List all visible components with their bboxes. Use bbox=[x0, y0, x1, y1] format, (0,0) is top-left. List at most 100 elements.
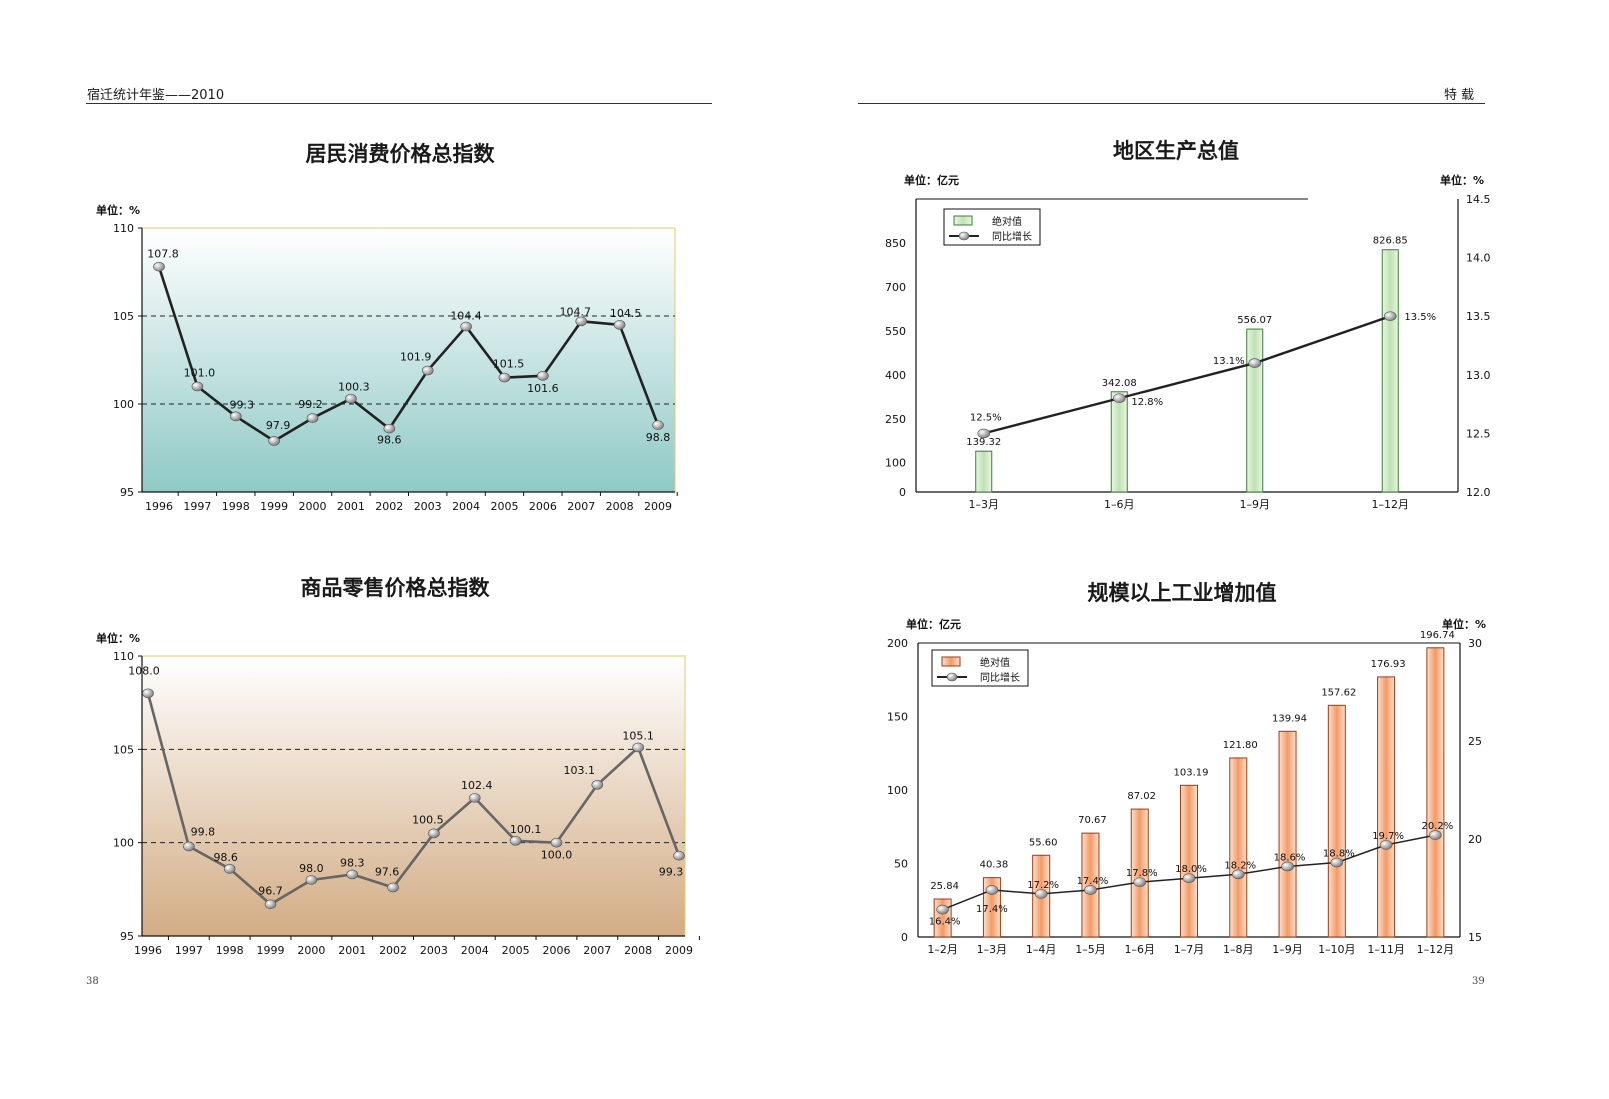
x-tick-label: 2004 bbox=[452, 500, 480, 513]
growth-point bbox=[1231, 869, 1245, 880]
legend-bar-label: 绝对值 bbox=[992, 215, 1022, 228]
x-tick-label: 1999 bbox=[257, 944, 285, 957]
data-point bbox=[428, 828, 440, 839]
industry-bar-line-chart: 单位：亿元 单位：% 0 50 100 150 200 15 20 25 30 1–2月 1–3月 1–4… bbox=[887, 617, 1486, 956]
left-y-tick-label: 550 bbox=[885, 325, 906, 338]
bar bbox=[1377, 676, 1396, 938]
x-tick-label: 2005 bbox=[502, 944, 530, 957]
left-y-tick-label: 0 bbox=[899, 486, 906, 499]
data-label: 104.7 bbox=[559, 305, 591, 318]
growth-point bbox=[1248, 358, 1262, 368]
bar-value-label: 176.93 bbox=[1371, 659, 1406, 670]
y-unit-label: 单位：% bbox=[96, 203, 140, 217]
page-number-right: 39 bbox=[1472, 976, 1485, 987]
plot-area bbox=[141, 655, 686, 937]
header-left: 宿迁统计年鉴——2010 bbox=[87, 88, 225, 103]
x-tick-label: 1–4月 bbox=[1026, 943, 1057, 956]
bar bbox=[1130, 808, 1149, 938]
growth-point bbox=[1429, 830, 1442, 840]
x-tick-label: 2000 bbox=[297, 944, 325, 957]
x-tick-label: 1–10月 bbox=[1318, 943, 1356, 956]
left-y-tick-label: 50 bbox=[894, 858, 908, 871]
bar-value-label: 157.62 bbox=[1321, 687, 1356, 698]
left-unit-label: 单位：亿元 bbox=[906, 617, 961, 631]
bar-value-label: 70.67 bbox=[1078, 815, 1107, 826]
legend-line-label: 同比增长 bbox=[980, 671, 1020, 684]
bar bbox=[975, 450, 993, 493]
y-tick-label: 110 bbox=[113, 222, 134, 235]
x-tick-label: 2008 bbox=[624, 944, 652, 957]
x-tick-label: 1–9月 bbox=[1272, 943, 1303, 956]
growth-label: 17.2% bbox=[1027, 880, 1059, 891]
data-point bbox=[387, 882, 399, 893]
header-right: 特 载 bbox=[1444, 88, 1475, 103]
x-tick-label: 1–11月 bbox=[1367, 943, 1405, 956]
data-point bbox=[550, 837, 563, 848]
legend-bar-swatch bbox=[953, 215, 973, 226]
bar-value-label: 25.84 bbox=[930, 881, 959, 892]
data-label: 101.0 bbox=[184, 366, 216, 379]
x-tick-label: 2007 bbox=[567, 500, 595, 513]
data-point bbox=[191, 381, 204, 392]
y-tick-label: 95 bbox=[120, 930, 134, 943]
x-tick-label: 2007 bbox=[583, 944, 611, 957]
legend-line-label: 同比增长 bbox=[992, 230, 1032, 243]
growth-label: 20.2% bbox=[1421, 821, 1453, 832]
growth-label: 16.4% bbox=[929, 917, 961, 928]
data-point bbox=[652, 420, 664, 430]
data-label: 100.5 bbox=[412, 813, 444, 826]
x-tick-label: 2008 bbox=[606, 500, 634, 513]
x-tick-label: 1–3月 bbox=[969, 498, 1000, 511]
x-tick-label: 2009 bbox=[644, 500, 672, 513]
x-tick-label: 1–7月 bbox=[1174, 943, 1205, 956]
data-point bbox=[632, 742, 644, 753]
growth-point bbox=[1379, 840, 1393, 850]
legend-box bbox=[931, 649, 1029, 687]
x-tick-label: 1998 bbox=[216, 944, 244, 957]
x-tick-label: 1996 bbox=[145, 500, 173, 513]
header-rule-left bbox=[86, 103, 712, 104]
x-tick-label: 2006 bbox=[529, 500, 557, 513]
bar bbox=[1081, 832, 1100, 938]
bar-value-label: 342.08 bbox=[1102, 378, 1137, 389]
right-unit-label: 单位：% bbox=[1442, 617, 1486, 631]
growth-label: 18.2% bbox=[1224, 860, 1256, 871]
right-y-tick-label: 13.0 bbox=[1466, 369, 1491, 382]
left-y-tick-label: 200 bbox=[887, 637, 908, 650]
x-tick-label: 2002 bbox=[379, 944, 407, 957]
growth-label: 17.4% bbox=[976, 904, 1008, 915]
legend-bar-swatch bbox=[941, 656, 961, 667]
series-line bbox=[146, 692, 681, 906]
growth-label: 19.7% bbox=[1372, 831, 1404, 842]
bar bbox=[1110, 391, 1128, 493]
right-y-tick-label: 30 bbox=[1468, 637, 1482, 650]
data-point bbox=[591, 780, 604, 790]
data-label: 101.6 bbox=[527, 382, 559, 395]
bar-value-label: 826.85 bbox=[1373, 236, 1408, 247]
legend-point-swatch bbox=[946, 672, 958, 682]
y-tick-label: 105 bbox=[113, 743, 134, 756]
growth-line bbox=[983, 315, 1391, 435]
data-point bbox=[575, 316, 588, 327]
x-tick-label: 1–12月 bbox=[1372, 498, 1410, 511]
header-rule-right bbox=[858, 103, 1485, 104]
x-tick-label: 1–9月 bbox=[1240, 498, 1271, 511]
growth-label: 17.4% bbox=[1077, 876, 1109, 887]
bar bbox=[1426, 647, 1445, 938]
x-tick-label: 2002 bbox=[375, 500, 403, 513]
left-y-tick-label: 250 bbox=[885, 413, 906, 426]
x-tick-label: 2009 bbox=[665, 944, 693, 957]
right-y-tick-label: 20 bbox=[1468, 833, 1482, 846]
growth-label: 13.1% bbox=[1213, 356, 1245, 367]
gdp-bar-line-chart: 单位：亿元 单位：% 0 100 250 400 550 700 850 12.0 12.5 13.0… bbox=[885, 173, 1491, 511]
rpi-line-chart: 单位：% 95 100 105 110 1996 1997 1998 1999 2000 2001 2… bbox=[96, 631, 700, 957]
y-tick-label: 100 bbox=[113, 837, 134, 850]
data-label: 98.8 bbox=[646, 431, 671, 444]
gdp-chart-title: 地区生产总值 bbox=[1113, 139, 1239, 163]
bar-value-label: 87.02 bbox=[1127, 791, 1156, 802]
x-tick-label: 1999 bbox=[260, 500, 288, 513]
x-tick-label: 2003 bbox=[420, 944, 448, 957]
data-label: 99.8 bbox=[191, 825, 216, 838]
data-point bbox=[468, 793, 481, 803]
bar-value-label: 40.38 bbox=[980, 860, 1009, 871]
